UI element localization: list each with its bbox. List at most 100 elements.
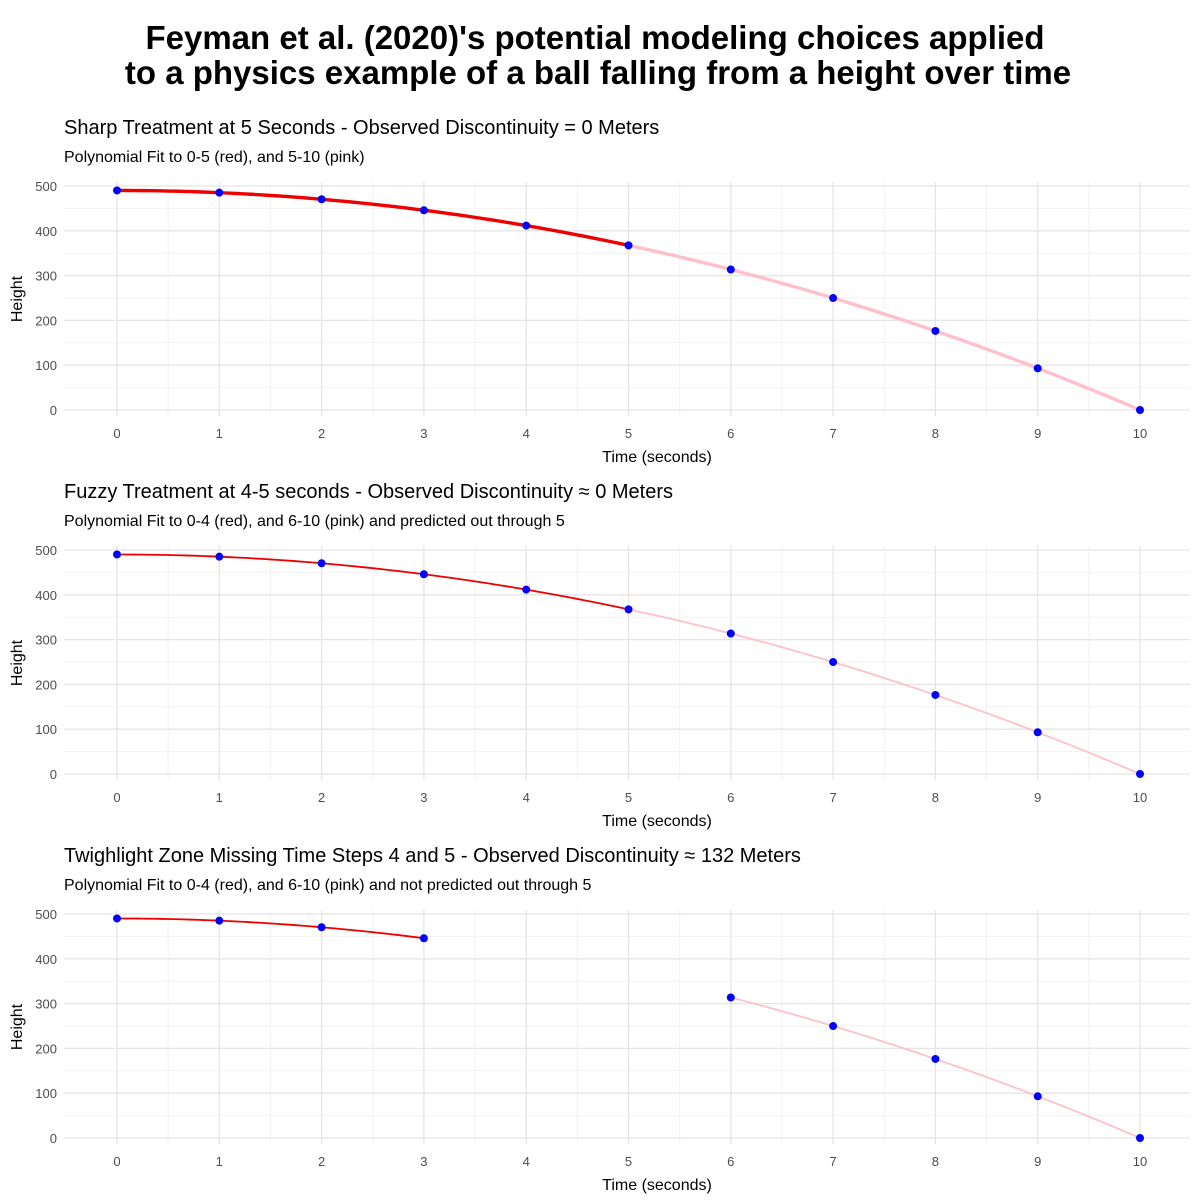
x-tick-label: 6 xyxy=(727,790,734,805)
x-tick-label: 5 xyxy=(625,1154,632,1169)
x-axis-title: Time (seconds) xyxy=(602,449,712,466)
x-tick-label: 4 xyxy=(523,426,530,441)
x-axis-title: Time (seconds) xyxy=(602,1177,712,1194)
panel-subtitle: Polynomial Fit to 0-4 (red), and 6-10 (p… xyxy=(64,513,565,530)
data-point xyxy=(1136,770,1144,778)
chart-panel-2: Fuzzy Treatment at 4-5 seconds - Observe… xyxy=(9,481,1190,830)
x-tick-label: 10 xyxy=(1133,1154,1147,1169)
data-point xyxy=(931,326,940,335)
y-tick-label: 300 xyxy=(35,269,57,284)
x-tick-label: 3 xyxy=(420,426,427,441)
chart-panel-1: Sharp Treatment at 5 Seconds - Observed … xyxy=(9,117,1190,466)
x-tick-label: 0 xyxy=(113,426,120,441)
chart-panels: Sharp Treatment at 5 Seconds - Observed … xyxy=(9,117,1190,1194)
y-tick-label: 200 xyxy=(35,313,57,328)
x-tick-label: 9 xyxy=(1034,426,1041,441)
grid xyxy=(64,182,1190,416)
fit-line-pink xyxy=(627,608,1141,775)
y-tick-label: 300 xyxy=(35,997,57,1012)
data-point xyxy=(829,1022,838,1031)
chart-panel-3: Twighlight Zone Missing Time Steps 4 and… xyxy=(9,845,1190,1194)
x-tick-label: 7 xyxy=(829,426,836,441)
x-tick-label: 0 xyxy=(113,790,120,805)
data-point xyxy=(829,658,838,667)
y-tick-label: 100 xyxy=(35,358,57,373)
fit-line-pink xyxy=(626,243,1142,412)
data-point xyxy=(522,221,531,230)
y-tick-label: 0 xyxy=(50,403,57,418)
data-point xyxy=(1033,1092,1042,1101)
x-tick-label: 9 xyxy=(1034,790,1041,805)
fit-line-red xyxy=(116,917,425,940)
x-tick-label: 7 xyxy=(829,1154,836,1169)
panel-title: Twighlight Zone Missing Time Steps 4 and… xyxy=(64,845,801,867)
data-point xyxy=(113,914,121,923)
data-point xyxy=(726,993,735,1002)
data-point xyxy=(522,585,531,594)
x-tick-label: 1 xyxy=(216,1154,223,1169)
x-tick-label: 10 xyxy=(1133,426,1147,441)
x-tick-label: 6 xyxy=(727,426,734,441)
y-axis-title: Height xyxy=(9,639,26,686)
data-point xyxy=(931,690,940,699)
fit-line-red xyxy=(116,553,630,611)
data-point xyxy=(317,923,326,932)
data-point xyxy=(113,550,121,559)
y-tick-label: 0 xyxy=(50,767,57,782)
x-tick-label: 9 xyxy=(1034,1154,1041,1169)
panel-subtitle: Polynomial Fit to 0-4 (red), and 6-10 (p… xyxy=(64,877,592,894)
y-tick-label: 0 xyxy=(50,1131,57,1146)
x-tick-label: 7 xyxy=(829,790,836,805)
y-tick-label: 400 xyxy=(35,952,57,967)
y-tick-label: 500 xyxy=(35,543,57,558)
x-tick-label: 2 xyxy=(318,426,325,441)
data-point xyxy=(726,629,735,638)
y-tick-label: 400 xyxy=(35,224,57,239)
grid xyxy=(64,910,1190,1144)
panel-title: Sharp Treatment at 5 Seconds - Observed … xyxy=(64,117,659,139)
x-tick-label: 8 xyxy=(932,1154,939,1169)
x-tick-label: 3 xyxy=(420,790,427,805)
panel-subtitle: Polynomial Fit to 0-5 (red), and 5-10 (p… xyxy=(64,149,365,166)
x-axis-title: Time (seconds) xyxy=(602,813,712,830)
panel-title: Fuzzy Treatment at 4-5 seconds - Observe… xyxy=(64,481,673,503)
y-tick-label: 200 xyxy=(35,1041,57,1056)
data-point xyxy=(317,195,326,204)
data-point xyxy=(215,916,224,925)
x-tick-label: 10 xyxy=(1133,790,1147,805)
x-tick-label: 4 xyxy=(523,1154,530,1169)
data-point xyxy=(726,265,735,274)
data-point xyxy=(931,1054,940,1063)
x-tick-label: 5 xyxy=(625,790,632,805)
data-point xyxy=(419,570,428,579)
x-tick-label: 1 xyxy=(216,426,223,441)
x-tick-label: 2 xyxy=(318,1154,325,1169)
y-tick-label: 200 xyxy=(35,677,57,692)
data-point xyxy=(215,188,224,197)
y-tick-label: 500 xyxy=(35,907,57,922)
x-tick-label: 1 xyxy=(216,790,223,805)
data-point xyxy=(1033,728,1042,737)
data-point xyxy=(1136,406,1144,414)
y-tick-label: 400 xyxy=(35,588,57,603)
x-tick-label: 2 xyxy=(318,790,325,805)
x-tick-label: 3 xyxy=(420,1154,427,1169)
figure-title-line-1: Feyman et al. (2020)'s potential modelin… xyxy=(145,19,1044,56)
data-point xyxy=(317,559,326,568)
grid xyxy=(64,546,1190,780)
data-point xyxy=(113,186,121,195)
y-tick-label: 300 xyxy=(35,633,57,648)
figure-title-line-2: to a physics example of a ball falling f… xyxy=(125,54,1071,91)
data-point xyxy=(419,206,428,215)
data-point xyxy=(624,605,633,614)
y-axis-title: Height xyxy=(9,275,26,322)
data-point xyxy=(829,294,838,303)
data-point xyxy=(419,934,428,943)
x-tick-label: 0 xyxy=(113,1154,120,1169)
data-point xyxy=(624,241,633,250)
x-tick-label: 6 xyxy=(727,1154,734,1169)
x-tick-label: 8 xyxy=(932,426,939,441)
data-point xyxy=(1033,364,1042,373)
x-tick-label: 4 xyxy=(523,790,530,805)
